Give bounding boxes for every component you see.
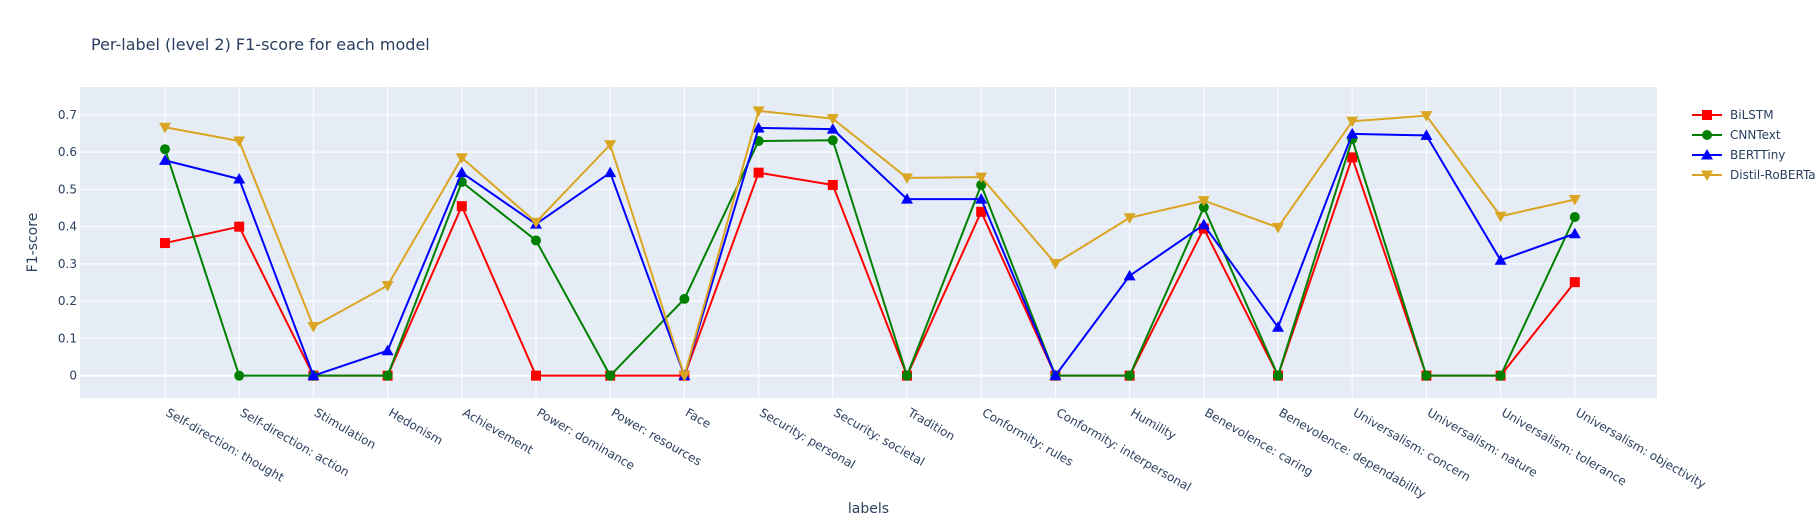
y-tick-label: 0.4 [58, 220, 77, 234]
data-point-distil-roberta [307, 321, 320, 333]
legend-item-cnntext: CNNText [1692, 128, 1781, 142]
y-axis-ticks: 0 0.1 0.2 0.3 0.4 0.5 0.6 0.7 [58, 108, 77, 383]
plot-area [80, 87, 1657, 398]
data-point-berttiny [1272, 321, 1284, 332]
data-point-cnntext [827, 135, 838, 146]
data-point-distil-roberta [1272, 222, 1284, 234]
data-point-berttiny [307, 369, 320, 381]
data-point-distil-roberta [678, 371, 691, 382]
data-point-berttiny [975, 193, 988, 204]
data-point-berttiny [381, 344, 394, 356]
legend-marker-berttiny [1701, 149, 1713, 160]
data-point-berttiny [1049, 369, 1062, 381]
legend-label-bilstm: BiLSTM [1730, 108, 1774, 122]
data-point-cnntext [1495, 370, 1506, 381]
data-point-bilstm [1347, 152, 1358, 163]
data-point-berttiny [1197, 218, 1210, 230]
data-point-distil-roberta [1568, 194, 1581, 206]
data-point-bilstm [753, 167, 764, 178]
data-point-distil-roberta [1420, 111, 1433, 122]
data-point-distil-roberta [159, 122, 171, 134]
data-point-cnntext [1124, 370, 1135, 381]
data-point-bilstm [531, 370, 541, 381]
data-point-cnntext [1198, 202, 1209, 213]
data-point-berttiny [1420, 129, 1433, 140]
data-point-distil-roberta [1197, 196, 1210, 207]
series-line-bilstm [164, 156, 1576, 377]
data-point-berttiny [901, 193, 913, 204]
data-point-bilstm [456, 201, 467, 212]
data-point-distil-roberta [530, 217, 542, 229]
data-point-bilstm [160, 238, 170, 249]
data-point-cnntext [976, 179, 987, 190]
data-point-distil-roberta [233, 136, 246, 148]
data-point-berttiny [604, 166, 617, 178]
y-tick-label: 0.2 [58, 294, 77, 308]
series-line-berttiny [164, 126, 1576, 377]
chart-title: Per-label (level 2) F1-score for each mo… [91, 35, 430, 54]
y-tick-label: 0 [69, 369, 77, 383]
data-point-distil-roberta [752, 106, 765, 117]
data-point-distil-roberta [604, 140, 617, 151]
data-point-distil-roberta [1346, 116, 1359, 128]
series-line-cnntext [164, 138, 1576, 377]
data-point-cnntext [1569, 211, 1580, 222]
grid-lines [80, 87, 1657, 398]
data-point-cnntext [531, 235, 541, 246]
legend-item-distil-roberta: Distil-RoBERTa [1692, 168, 1816, 182]
data-point-berttiny [1568, 227, 1581, 239]
data-point-cnntext [234, 370, 245, 381]
data-point-berttiny [1494, 254, 1507, 265]
data-point-distil-roberta [381, 281, 394, 292]
data-point-cnntext [382, 370, 393, 381]
data-point-cnntext [1273, 370, 1283, 381]
legend-marker-bilstm [1702, 110, 1712, 120]
y-tick-label: 0.5 [58, 182, 77, 196]
legend-marker-distil-roberta [1701, 170, 1713, 181]
data-point-distil-roberta [901, 173, 913, 184]
data-point-berttiny [233, 172, 246, 184]
data-point-berttiny [1346, 127, 1359, 139]
legend-marker-cnntext [1702, 130, 1712, 140]
x-axis-title: labels [848, 501, 889, 517]
data-point-berttiny [1123, 269, 1136, 281]
data-point-berttiny [455, 166, 468, 178]
data-point-berttiny [752, 121, 765, 133]
series-distil-roberta [159, 106, 1581, 382]
legend-label-berttiny: BERTTiny [1730, 148, 1785, 162]
series-berttiny [159, 121, 1581, 381]
data-point-berttiny [159, 154, 171, 165]
legend-label-cnntext: CNNText [1730, 128, 1781, 142]
legend: BiLSTM CNNText BERTTiny Distil-RoBERTa [1692, 108, 1816, 182]
data-point-bilstm [976, 206, 987, 217]
data-point-distil-roberta [1123, 213, 1136, 224]
y-tick-label: 0.3 [58, 257, 77, 271]
data-point-berttiny [826, 123, 839, 134]
y-tick-label: 0.6 [58, 145, 77, 159]
data-point-bilstm [234, 221, 245, 232]
data-point-distil-roberta [1494, 211, 1507, 223]
legend-label-distil-roberta: Distil-RoBERTa [1730, 168, 1816, 182]
legend-item-bilstm: BiLSTM [1692, 108, 1774, 122]
series-line-distil-roberta [164, 109, 1576, 377]
y-axis-title: F1-score [25, 213, 41, 273]
series-group [159, 106, 1581, 382]
data-point-cnntext [605, 370, 616, 381]
data-point-distil-roberta [1049, 259, 1062, 270]
data-point-cnntext [679, 293, 690, 304]
data-point-distil-roberta [975, 172, 988, 184]
data-point-distil-roberta [826, 114, 839, 125]
y-tick-label: 0.1 [58, 331, 77, 345]
data-point-cnntext [160, 144, 170, 155]
series-cnntext [160, 134, 1580, 381]
y-tick-label: 0.7 [58, 108, 77, 122]
data-point-distil-roberta [455, 153, 468, 164]
data-point-cnntext [1421, 370, 1432, 381]
data-point-bilstm [1569, 277, 1580, 288]
data-point-cnntext [902, 370, 912, 381]
data-point-bilstm [827, 179, 838, 190]
legend-item-berttiny: BERTTiny [1692, 148, 1785, 162]
